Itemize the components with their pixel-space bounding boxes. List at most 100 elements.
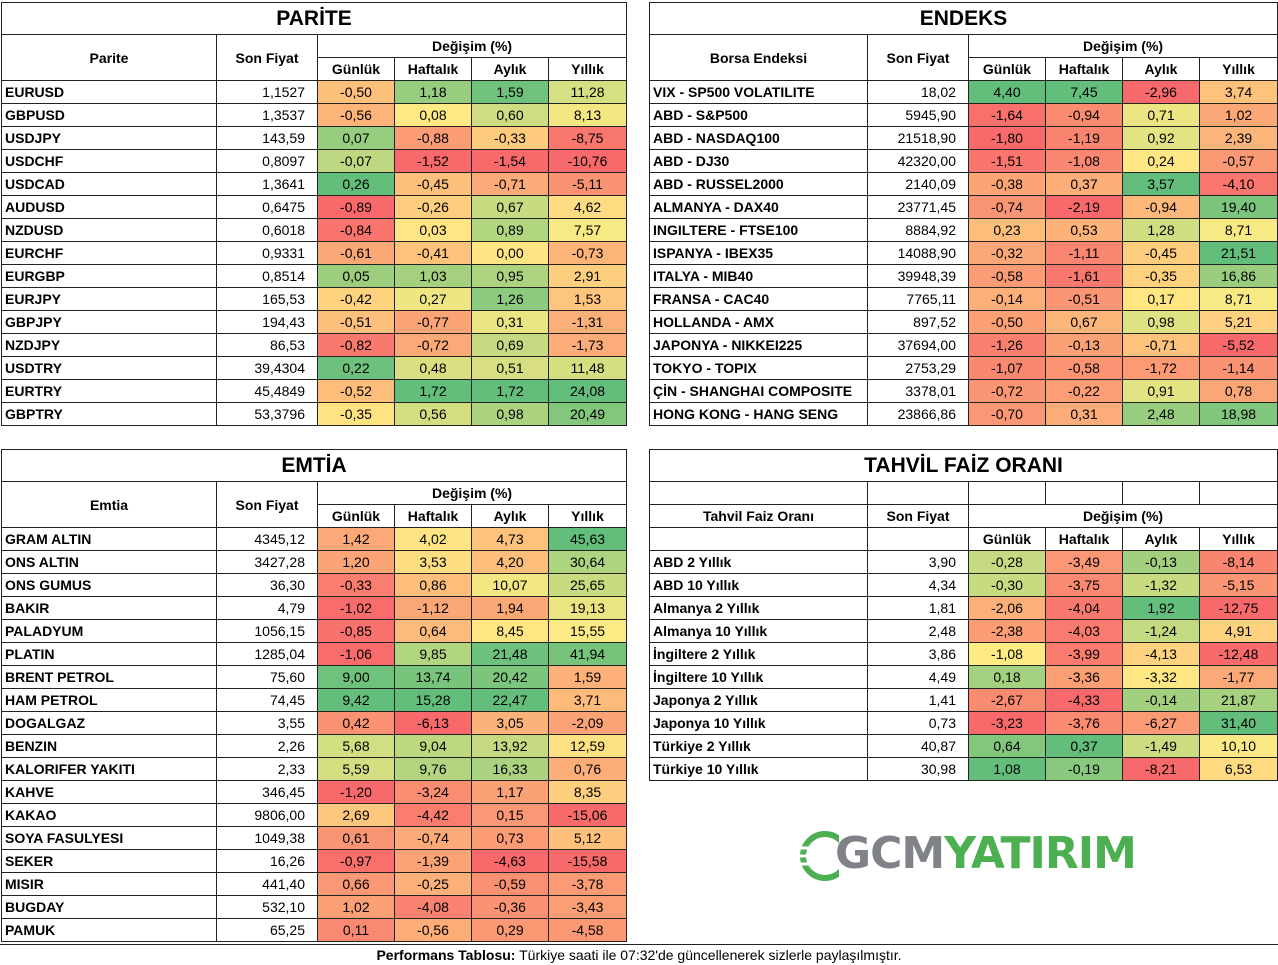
logo-swoosh-icon bbox=[795, 831, 839, 881]
parite-row: NZDJPY 86,53 -0,82 -0,72 0,69 -1,73 bbox=[1, 333, 628, 357]
tahvil-row-price: 1,41 bbox=[867, 688, 969, 712]
tahvil-spacer bbox=[1045, 481, 1123, 505]
parite-row-change: -1,73 bbox=[547, 333, 628, 357]
emtia-row-change: -4,42 bbox=[394, 803, 472, 827]
emtia-row: ONS ALTIN 3427,28 1,20 3,53 4,20 30,64 bbox=[1, 550, 628, 574]
endeks-row-price: 897,52 bbox=[867, 310, 969, 334]
parite-row-change: -0,82 bbox=[317, 333, 395, 357]
tahvil-col-weekly: Haftalık bbox=[1045, 527, 1123, 551]
parite-col-name: Parite bbox=[1, 34, 217, 81]
endeks-panel: ENDEKS Borsa Endeksi Son Fiyat Değişim (… bbox=[648, 2, 1278, 426]
emtia-row: DOGALGAZ 3,55 0,42 -6,13 3,05 -2,09 bbox=[1, 711, 628, 735]
endeks-row-change: 3,57 bbox=[1122, 172, 1200, 196]
endeks-row-change: -0,94 bbox=[1122, 195, 1200, 219]
parite-row-change: 0,51 bbox=[471, 356, 549, 380]
endeks-row-price: 39948,39 bbox=[867, 264, 969, 288]
endeks-row-change: 0,92 bbox=[1122, 126, 1200, 150]
emtia-row-name: MISIR bbox=[1, 872, 217, 896]
parite-row-name: GBPTRY bbox=[1, 402, 217, 426]
tahvil-row-change: -4,13 bbox=[1122, 642, 1200, 666]
emtia-row-change: 4,20 bbox=[471, 550, 549, 574]
tahvil-row-price: 2,48 bbox=[867, 619, 969, 643]
emtia-row-change: 16,33 bbox=[471, 757, 549, 781]
parite-row-change: 0,95 bbox=[471, 264, 549, 288]
parite-row-price: 1,3537 bbox=[216, 103, 318, 127]
endeks-row-change: 0,31 bbox=[1045, 402, 1123, 426]
endeks-row-change: -0,58 bbox=[1045, 356, 1123, 380]
parite-row: USDTRY 39,4304 0,22 0,48 0,51 11,48 bbox=[1, 356, 628, 380]
parite-row: EURTRY 45,4849 -0,52 1,72 1,72 24,08 bbox=[1, 379, 628, 403]
endeks-row-change: 18,98 bbox=[1198, 402, 1278, 426]
parite-row-change: -0,50 bbox=[317, 80, 395, 104]
emtia-row-price: 3427,28 bbox=[216, 550, 318, 574]
tahvil-row-change: -0,19 bbox=[1045, 757, 1123, 781]
tahvil-row-price: 1,81 bbox=[867, 596, 969, 620]
parite-row-change: 8,13 bbox=[547, 103, 628, 127]
endeks-row-price: 7765,11 bbox=[867, 287, 969, 311]
tahvil-col-change: Değişim (%) bbox=[967, 504, 1278, 528]
emtia-row-change: 10,07 bbox=[471, 573, 549, 597]
tahvil-row-name: ABD 10 Yıllık bbox=[649, 573, 868, 597]
emtia-row-name: SEKER bbox=[1, 849, 217, 873]
emtia-row-change: 0,11 bbox=[317, 918, 395, 942]
emtia-row-change: 2,69 bbox=[317, 803, 395, 827]
emtia-row-change: 5,12 bbox=[547, 826, 628, 850]
emtia-row-change: 12,59 bbox=[547, 734, 628, 758]
emtia-row-change: 5,59 bbox=[317, 757, 395, 781]
emtia-row: MISIR 441,40 0,66 -0,25 -0,59 -3,78 bbox=[1, 872, 628, 896]
emtia-row-price: 346,45 bbox=[216, 780, 318, 804]
parite-row-change: 0,03 bbox=[394, 218, 472, 242]
parite-row-name: EURTRY bbox=[1, 379, 217, 403]
parite-row: GBPTRY 53,3796 -0,35 0,56 0,98 20,49 bbox=[1, 402, 628, 426]
endeks-row-change: 3,74 bbox=[1198, 80, 1278, 104]
endeks-row-change: -0,45 bbox=[1122, 241, 1200, 265]
tahvil-row-change: -4,33 bbox=[1045, 688, 1123, 712]
parite-row-name: USDTRY bbox=[1, 356, 217, 380]
tahvil-row-name: Almanya 10 Yıllık bbox=[649, 619, 868, 643]
endeks-row-change: 0,53 bbox=[1045, 218, 1123, 242]
parite-row: EURGBP 0,8514 0,05 1,03 0,95 2,91 bbox=[1, 264, 628, 288]
tahvil-row: İngiltere 10 Yıllık 4,49 0,18 -3,36 -3,32 -1,… bbox=[649, 665, 1278, 689]
endeks-row-price: 5945,90 bbox=[867, 103, 969, 127]
emtia-row-change: 9,04 bbox=[394, 734, 472, 758]
emtia-row-name: PAMUK bbox=[1, 918, 217, 942]
emtia-row-change: 3,05 bbox=[471, 711, 549, 735]
parite-col-price: Son Fiyat bbox=[216, 34, 318, 81]
emtia-row-change: -3,43 bbox=[547, 895, 628, 919]
parite-col-weekly: Haftalık bbox=[394, 57, 472, 81]
emtia-row-price: 2,33 bbox=[216, 757, 318, 781]
parite-row-price: 143,59 bbox=[216, 126, 318, 150]
parite-row-change: 0,05 bbox=[317, 264, 395, 288]
emtia-row: KALORIFER YAKITI 2,33 5,59 9,76 16,33 0,76 bbox=[1, 757, 628, 781]
endeks-row-change: 7,45 bbox=[1045, 80, 1123, 104]
emtia-row-price: 1056,15 bbox=[216, 619, 318, 643]
endeks-row-name: ISPANYA - IBEX35 bbox=[649, 241, 868, 265]
emtia-row-change: -3,78 bbox=[547, 872, 628, 896]
endeks-row-change: -1,61 bbox=[1045, 264, 1123, 288]
emtia-row-change: 30,64 bbox=[547, 550, 628, 574]
emtia-row-name: BUGDAY bbox=[1, 895, 217, 919]
parite-row-change: 0,00 bbox=[471, 241, 549, 265]
parite-row: GBPJPY 194,43 -0,51 -0,77 0,31 -1,31 bbox=[1, 310, 628, 334]
emtia-row-name: KALORIFER YAKITI bbox=[1, 757, 217, 781]
emtia-col-daily: Günlük bbox=[317, 504, 395, 528]
tahvil-row-change: 31,40 bbox=[1198, 711, 1278, 735]
endeks-row-change: 0,71 bbox=[1122, 103, 1200, 127]
parite-row-change: -0,33 bbox=[471, 126, 549, 150]
endeks-row-name: HONG KONG - HANG SENG bbox=[649, 402, 868, 426]
emtia-row-change: -0,56 bbox=[394, 918, 472, 942]
tahvil-row-price: 30,98 bbox=[867, 757, 969, 781]
endeks-row-change: 2,39 bbox=[1198, 126, 1278, 150]
emtia-row-change: 4,73 bbox=[471, 527, 549, 551]
emtia-row: PLATIN 1285,04 -1,06 9,85 21,48 41,94 bbox=[1, 642, 628, 666]
emtia-row-name: ONS GUMUS bbox=[1, 573, 217, 597]
emtia-row-change: 1,02 bbox=[317, 895, 395, 919]
endeks-row-change: -1,08 bbox=[1045, 149, 1123, 173]
emtia-row-change: 9,76 bbox=[394, 757, 472, 781]
emtia-row-price: 1285,04 bbox=[216, 642, 318, 666]
parite-row-price: 1,1527 bbox=[216, 80, 318, 104]
parite-row-name: GBPUSD bbox=[1, 103, 217, 127]
endeks-row-price: 21518,90 bbox=[867, 126, 969, 150]
tahvil-row-change: 21,87 bbox=[1198, 688, 1278, 712]
tahvil-row-change: -1,08 bbox=[968, 642, 1046, 666]
